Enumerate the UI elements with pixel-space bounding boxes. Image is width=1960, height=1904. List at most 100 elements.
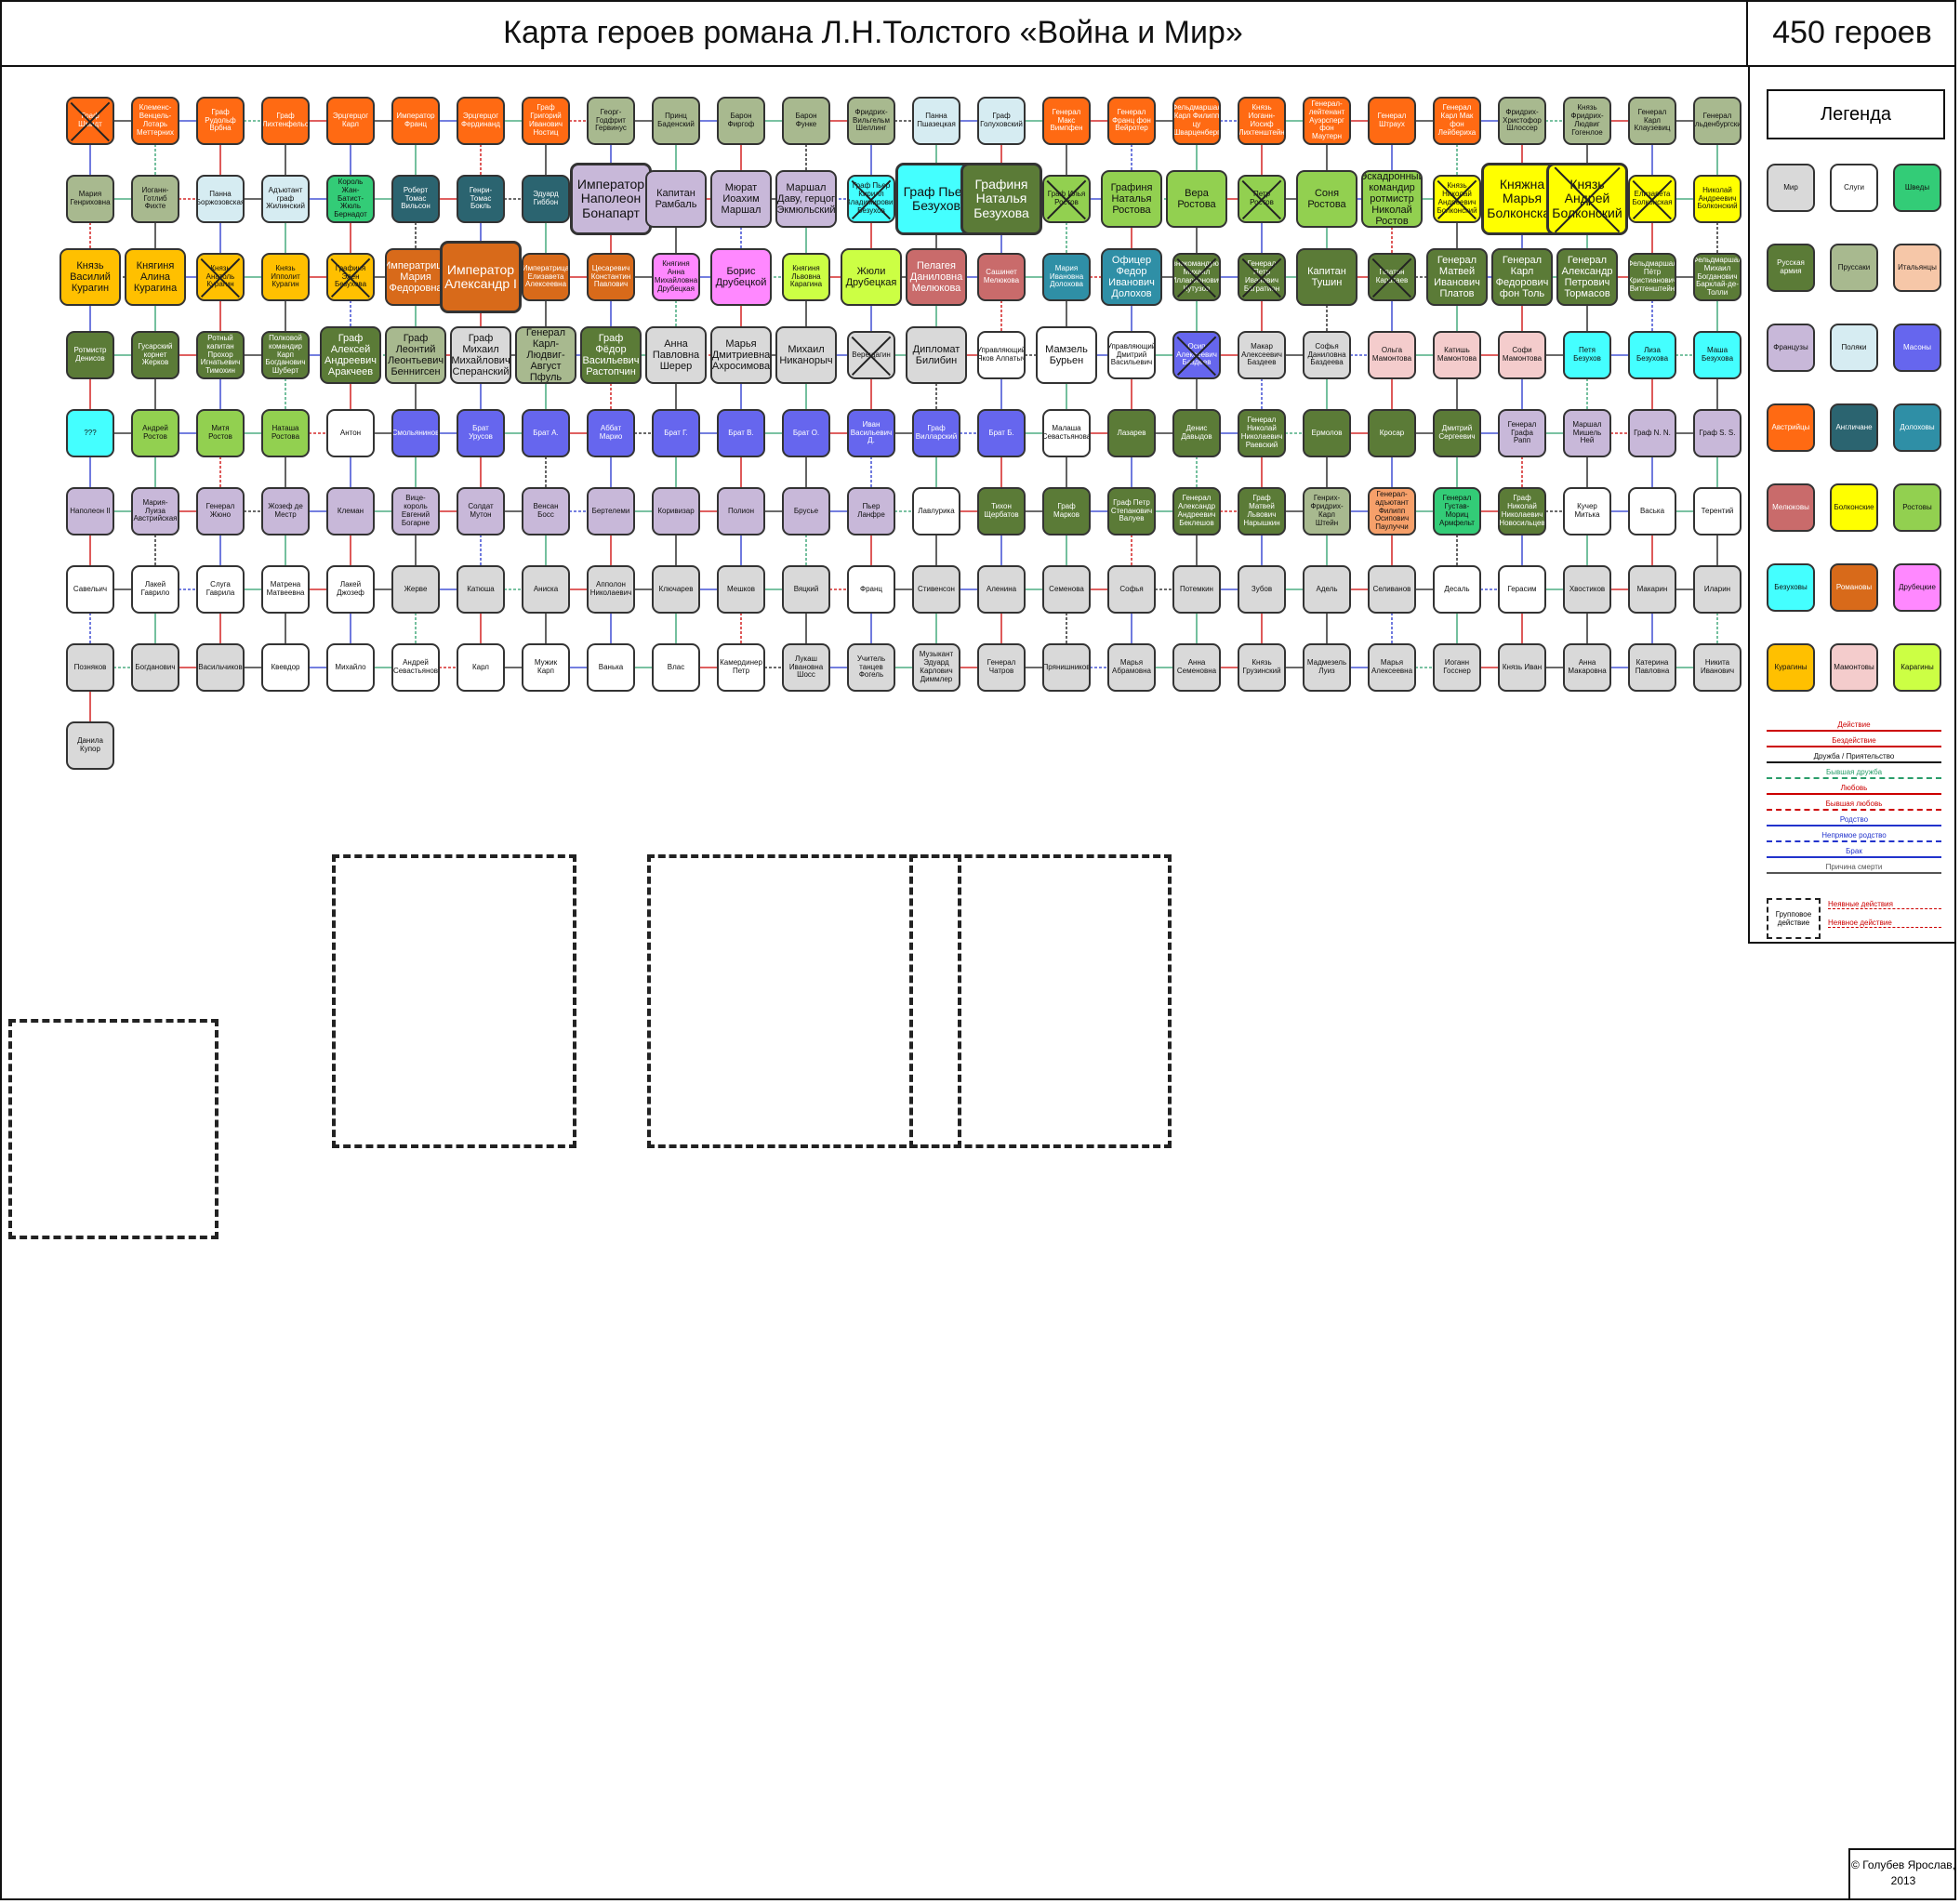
character-name: Фельдмаршал Карл Филипп цу Шварценберг	[1172, 103, 1221, 137]
character-name: Марья Абрамовна	[1112, 658, 1151, 675]
character-name: Пьер Ланфре	[857, 502, 885, 519]
character-node: Венсан Босс	[522, 487, 570, 536]
character-name: Десаль	[1444, 584, 1470, 593]
character-map: Граф Шмидт Клеменс-Венцель-Лотарь Меттерн…	[0, 65, 1748, 1900]
character-name: Граф Рудольф Врбна	[205, 107, 236, 133]
character-node: Генерал Карл-Людвиг-Август Пфуль	[515, 326, 576, 384]
character-name: Катерина Павловна	[1635, 658, 1670, 675]
character-node: Осип Алексеевич Баздеев	[1172, 331, 1221, 379]
character-name: Панна Боржозовская	[196, 190, 245, 206]
character-node: Граф Пьер Кирилл Владимирович Безухов	[847, 175, 895, 223]
character-name: Катюша	[467, 584, 495, 593]
character-name: Князь Фридрих-Людвиг Гогенлое	[1570, 103, 1604, 137]
legend-line-sample	[1767, 872, 1941, 874]
character-node: Жерве	[391, 565, 440, 614]
legend: Легенда Мир Слуги Шведы Русская армия Прусса…	[1748, 65, 1956, 944]
character-name: Генерал Карл Мак фон Лейбериха	[1437, 103, 1477, 137]
hero-count: 450 героев	[1772, 14, 1932, 50]
character-node: Княгиня Львовна Карагина	[782, 253, 830, 301]
character-name: Васильчиков	[198, 662, 243, 671]
character-name: Дмитрий Сергеевич	[1438, 424, 1476, 441]
character-node: Граф Петр Степанович Валуев	[1107, 487, 1156, 536]
character-name: Граф Голуховский	[980, 112, 1023, 128]
character-node: Мюрат Иоахим Маршал	[710, 170, 772, 228]
character-node: Император Александр I	[440, 241, 522, 313]
character-name: Император Наполеон Бонапарт	[576, 176, 645, 220]
character-node: Брат Г.	[652, 409, 700, 457]
character-node: Франц	[847, 565, 895, 614]
character-node: Ротмистр Денисов	[66, 331, 114, 379]
legend-swatch: Мамонтовы	[1830, 643, 1878, 692]
character-node: Главнокомандующий Михаил Илларионович Ку…	[1172, 253, 1221, 301]
character-node: Генерал Александр Петрович Тормасов	[1556, 248, 1618, 306]
character-node: Аленина	[977, 565, 1026, 614]
character-name: Брат Урусов	[469, 424, 493, 441]
character-node: Брат Урусов	[457, 409, 505, 457]
character-name: Императрица Мария Федоровна	[385, 259, 446, 295]
character-name: Граф Лихтенфельс	[262, 112, 309, 128]
character-node: Императрица Елизавета Алексеевна	[522, 253, 570, 301]
character-name: Солдат Мутон	[468, 502, 494, 519]
character-name: Эскадронный командир ротмистр Николай Ро…	[1361, 170, 1423, 228]
character-name: Граф Алексей Андреевич Аракчеев	[324, 332, 377, 378]
character-node: Мамзель Бурьен	[1036, 326, 1097, 384]
legend-title: Легенда	[1767, 89, 1945, 139]
character-name: Квевдор	[271, 662, 300, 671]
legend-line-sample	[1767, 840, 1941, 842]
character-node: Марья Алексеевна	[1368, 643, 1416, 692]
character-name: Софья Даниловна Баздеева	[1307, 341, 1346, 367]
character-name: Брат В.	[728, 428, 754, 437]
character-node: Антон	[326, 409, 375, 457]
character-name: Маршал Даву, герцог Экмюльский	[776, 181, 836, 217]
character-name: Ключарев	[658, 584, 694, 593]
character-name: Мамзель Бурьен	[1045, 343, 1088, 366]
character-name: Граф Матвей Львович Нарышкин	[1243, 494, 1280, 527]
character-node: Брусье	[782, 487, 830, 536]
character-node: Цесаревич Константин Павлович	[587, 253, 635, 301]
character-name: Эдуард Гиббон	[533, 190, 559, 206]
character-name: Платон Каратаев	[1375, 268, 1409, 284]
character-name: Графиня Наталья Безухова	[973, 176, 1029, 220]
legend-line-sample	[1767, 825, 1941, 826]
character-node: Барон Фиргоф	[717, 97, 765, 145]
character-name: Смольянинов	[391, 428, 440, 437]
character-node: Ванька	[587, 643, 635, 692]
character-name: Жерве	[404, 584, 428, 593]
character-name: Император Франц	[396, 112, 435, 128]
character-node: Лиза Безухова	[1628, 331, 1676, 379]
character-node: Софи Мамонтова	[1498, 331, 1546, 379]
character-node: Мадмезель Луиз	[1303, 643, 1351, 692]
character-name: Карл	[472, 662, 489, 671]
character-node: Мария Генриховна	[66, 175, 114, 223]
group-frame	[332, 853, 577, 1148]
legend-line-sample	[1767, 777, 1941, 779]
character-name: Капитан Рамбаль	[655, 187, 697, 210]
character-name: Граф Пьер Безухов	[903, 183, 970, 213]
character-node: Вера Ростова	[1166, 170, 1227, 228]
header: Карта героев романа Л.Н.Толстого «Война …	[0, 0, 1956, 67]
character-node: Катишь Мамонтова	[1433, 331, 1481, 379]
character-node: Ключарев	[652, 565, 700, 614]
character-name: Мужик Карп	[534, 658, 558, 675]
character-name: Иларин	[1703, 584, 1731, 593]
character-name: Граф Леонтий Леонтьевич Беннигсен	[387, 332, 444, 378]
character-name: Лазарев	[1117, 428, 1146, 437]
character-name: Аниска	[533, 584, 559, 593]
character-node: Борис Друбецкой	[710, 248, 772, 306]
character-name: Фельдмаршал Пётр Христианович Витгенштей…	[1628, 259, 1676, 293]
character-node: Адъютант граф Жилинский	[261, 175, 310, 223]
character-node: Иоганн-Готлиб Фихте	[131, 175, 179, 223]
character-node: Князь Фридрих-Людвиг Гогенлое	[1563, 97, 1611, 145]
character-name: Граф Пьер Кирилл Владимирович Безухов	[847, 181, 895, 215]
character-name: Анна Павловна Шерер	[652, 337, 700, 373]
character-name: Ермолов	[1311, 428, 1343, 437]
character-node: Король Жан-Батист-Жюль Бернадот	[326, 175, 375, 223]
character-node: Граф Илья Ростов	[1042, 175, 1091, 223]
character-node: Панна Боржозовская	[196, 175, 245, 223]
character-name: Ванька	[598, 662, 624, 671]
legend-line-label: Брак	[1846, 847, 1862, 855]
character-node: Соня Ростова	[1296, 170, 1357, 228]
legend-line-sample	[1767, 809, 1941, 811]
character-node: Солдат Мутон	[457, 487, 505, 536]
character-name: Генерал Макс Вимпфен	[1050, 107, 1083, 133]
